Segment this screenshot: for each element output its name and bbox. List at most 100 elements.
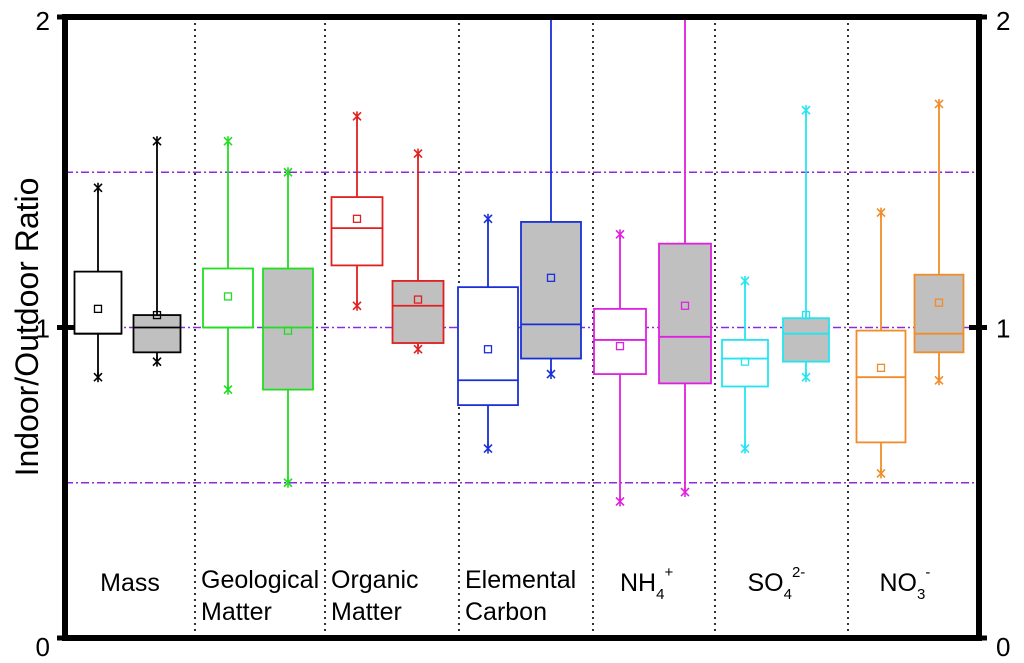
left-tick-label-1: 1 [36,314,50,344]
mean-marker [680,301,690,310]
box-body [202,267,254,329]
max-marker [223,136,233,147]
box-3-0 [457,213,519,454]
label-superscript: 2- [792,564,805,581]
label-base: NH [620,569,656,597]
min-marker [413,344,423,355]
category-label-5: SO42- [748,564,806,603]
category-label-3-line-1: Carbon [465,598,547,626]
label-superscript: - [925,564,930,581]
max-marker [740,275,750,286]
min-marker [152,356,162,367]
mean-marker [283,326,293,335]
min-marker [934,375,944,386]
category-label-2-line-0: Organic [331,566,419,594]
right-tick-label-0: 0 [996,632,1010,662]
mean-marker [740,357,750,366]
box-3-1 [520,17,582,380]
box-2-1 [391,148,445,355]
max-marker [615,229,625,240]
max-marker [283,167,293,178]
category-label-2-line-1: Matter [331,598,402,626]
max-marker [93,182,103,193]
box-body [520,221,582,360]
box-body [391,280,445,344]
category-label-6: NO3- [880,564,931,603]
box-5-1 [782,105,830,383]
box-2-0 [330,111,384,311]
box-0-1 [132,136,182,367]
box-series [73,17,965,507]
box-1-0 [202,136,254,395]
left-tick-label-0: 0 [36,632,50,662]
category-label-1-line-0: Geological [201,566,319,594]
min-marker [352,300,362,311]
min-marker [740,443,750,454]
group-1 [202,136,314,488]
mean-marker [615,341,625,351]
mean-marker [223,292,233,301]
min-marker [801,372,811,383]
box-body [330,196,384,267]
left-tick-label-2: 2 [36,6,50,36]
label-subscript: 3 [917,586,925,603]
box-1-1 [262,167,314,488]
group-separators [194,17,849,638]
box-4-0 [593,229,647,507]
category-labels: Mass Geological Matter Organic Matter Element… [100,564,930,626]
min-marker [223,384,233,395]
max-marker [934,98,944,109]
box-body [913,273,965,354]
category-label-3-line-0: Elemental [465,566,576,594]
label-base: SO [748,569,784,597]
group-2 [330,111,445,355]
mean-marker [483,345,493,354]
box-6-0 [855,207,907,479]
box-body [593,307,647,375]
min-marker [546,369,556,380]
label-subscript: 4 [784,586,792,603]
max-marker [801,105,811,116]
min-marker [615,496,625,507]
group-0 [73,136,182,383]
mean-marker [934,298,944,307]
group-6 [855,98,965,479]
right-tick-label-2: 2 [996,6,1010,36]
label-superscript: + [664,564,673,581]
label-base: NO [880,569,918,597]
category-label-1-line-1: Matter [201,598,272,626]
max-marker [352,111,362,122]
box-body [132,314,182,354]
max-marker [876,207,886,218]
box-body [73,270,123,335]
min-marker [876,468,886,479]
group-3 [457,17,582,454]
mean-marker [801,310,811,320]
category-label-0: Mass [100,569,160,597]
min-marker [93,372,103,383]
box-0-0 [73,182,123,383]
box-body [855,329,907,444]
box-body [782,317,830,363]
right-tick-label-1: 1 [996,314,1010,344]
box-body [658,242,712,385]
min-marker [680,487,690,498]
group-4 [593,17,712,507]
category-label-4: NH4+ [620,564,673,603]
axes: 0 0 1 1 2 2 [36,6,1011,662]
mean-marker [413,295,423,304]
min-marker [283,477,293,488]
mean-marker [546,273,556,282]
box-4-1 [658,17,712,498]
mean-marker [152,310,162,320]
label-subscript: 4 [656,586,664,603]
mean-marker [352,214,362,223]
box-body [262,267,314,391]
max-marker [152,136,162,147]
box-6-1 [913,98,965,386]
mean-marker [876,363,886,373]
box-body [721,339,769,388]
mean-marker [93,304,103,314]
max-marker [483,213,493,224]
